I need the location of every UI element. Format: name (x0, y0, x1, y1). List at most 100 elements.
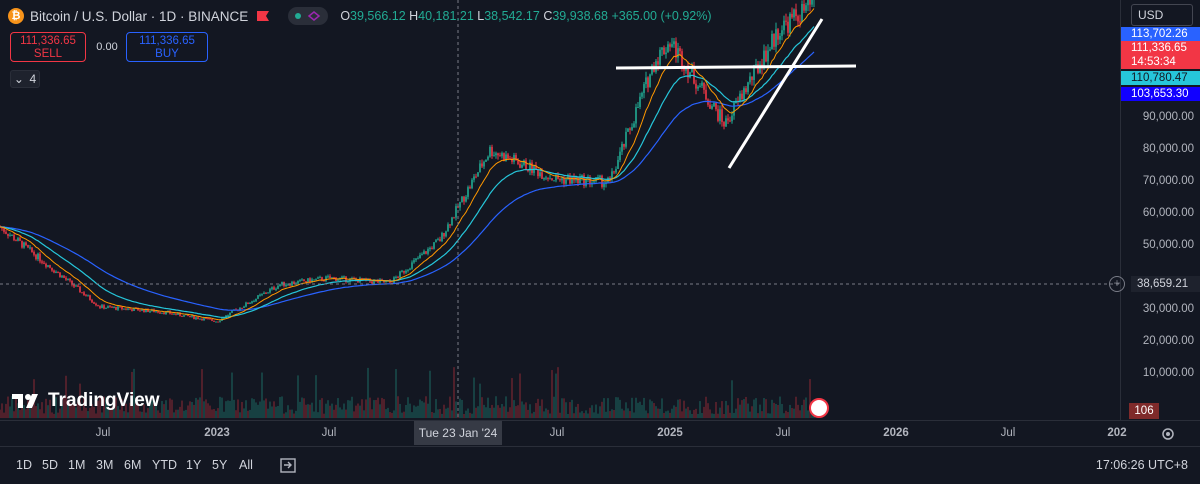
candle-body (679, 48, 681, 52)
volume-bar (591, 405, 593, 418)
volume-bar (363, 410, 365, 418)
candle-body (563, 178, 565, 184)
go-to-date-icon[interactable] (278, 455, 298, 475)
candle-body (419, 254, 421, 259)
volume-bar (163, 404, 165, 418)
gear-icon[interactable] (1160, 426, 1176, 442)
candle-body (289, 284, 291, 286)
volume-bar (267, 408, 269, 418)
volume-bar (319, 399, 321, 418)
candle-body (213, 320, 215, 322)
volume-bar (143, 404, 145, 418)
range-button-1y[interactable]: 1Y (186, 458, 202, 472)
volume-badge: 106 (1129, 403, 1159, 419)
symbol-title[interactable]: Bitcoin / U.S. Dollar · 1D · BINANCE (30, 8, 249, 24)
volume-bar (23, 405, 25, 418)
candle-body (47, 265, 49, 267)
chart-area[interactable]: ₿ Bitcoin / U.S. Dollar · 1D · BINANCE O… (0, 0, 1120, 420)
flag-icon[interactable] (256, 10, 270, 22)
range-button-5d[interactable]: 5D (42, 458, 58, 472)
volume-bar (597, 413, 599, 418)
candle-body (301, 279, 303, 281)
candle-body (657, 61, 659, 65)
volume-bar (593, 412, 595, 418)
candle-body (317, 277, 319, 279)
range-button-1m[interactable]: 1M (68, 458, 86, 472)
volume-bar (721, 401, 723, 418)
candle-body (145, 308, 147, 313)
candle-body (777, 29, 779, 40)
volume-bar (307, 404, 309, 418)
volume-bar (145, 412, 147, 418)
volume-bar (263, 400, 265, 418)
add-alert-icon[interactable]: + (1109, 276, 1125, 292)
sell-button[interactable]: 111,336.65 SELL (10, 32, 86, 62)
volume-bar (683, 400, 685, 418)
candle-body (195, 317, 197, 319)
volume-bar (525, 402, 527, 418)
volume-bar (687, 406, 689, 418)
time-scale[interactable]: Jul 2023 Jul Jul 2025 Jul 2026 Jul 202 (0, 420, 1200, 446)
candle-body (263, 292, 265, 294)
candle-body (785, 20, 787, 22)
candle-body (565, 179, 567, 184)
volume-bar (247, 410, 249, 418)
volume-bar (1, 403, 3, 418)
volume-bar (317, 412, 319, 418)
volume-bar (381, 397, 383, 418)
candle-body (543, 178, 545, 180)
volume-bar (181, 400, 183, 418)
visibility-toggle[interactable] (288, 7, 329, 25)
symbol-legend[interactable]: ₿ Bitcoin / U.S. Dollar · 1D · BINANCE O… (8, 6, 712, 26)
clock-timezone[interactable]: 17:06:26 UTC+8 (1095, 458, 1188, 472)
volume-bar (443, 404, 445, 418)
candle-body (333, 277, 335, 279)
volume-bar (609, 411, 611, 418)
volume-bar (279, 397, 281, 418)
volume-bar (473, 377, 475, 418)
price-scale[interactable]: 113,702.26 111,336.65 14:53:34 110,780.4… (1120, 0, 1200, 420)
volume-bar (653, 403, 655, 418)
range-button-6m[interactable]: 6M (124, 458, 142, 472)
candle-body (553, 180, 555, 182)
volume-bar (59, 408, 61, 418)
candle-body (69, 279, 71, 281)
tradingview-logo[interactable]: TradingView (12, 390, 160, 412)
range-button-ytd[interactable]: YTD (152, 458, 177, 472)
volume-bar (743, 399, 745, 418)
volume-bar (419, 399, 421, 418)
range-button-all[interactable]: All (239, 458, 253, 472)
volume-bar (347, 400, 349, 418)
volume-bar (805, 397, 807, 418)
currency-select[interactable]: USD (1131, 4, 1193, 26)
volume-bar (233, 399, 235, 418)
volume-bar (553, 396, 555, 418)
volume-bar (51, 412, 53, 418)
buy-button[interactable]: 111,336.65 BUY (126, 32, 208, 62)
indicators-toggle[interactable]: ⌄ 4 (10, 70, 40, 88)
range-button-1d[interactable]: 1D (16, 458, 32, 472)
candle-body (693, 66, 695, 84)
candle-body (123, 308, 125, 310)
volume-bar (789, 404, 791, 418)
candle-body (763, 50, 765, 69)
candle-body (809, 0, 811, 5)
price-chart[interactable] (0, 0, 1120, 420)
candle-body (455, 206, 457, 218)
volume-bar (711, 413, 713, 418)
economic-event-icon[interactable] (809, 398, 829, 418)
volume-bar (175, 409, 177, 418)
volume-bar (271, 406, 273, 418)
candle-body (63, 275, 65, 278)
tv-logo-icon (12, 394, 38, 408)
candle-body (87, 295, 89, 297)
candle-body (519, 164, 521, 168)
candle-body (725, 118, 727, 127)
volume-bar (691, 413, 693, 418)
volume-bar (395, 369, 397, 418)
volume-bar (71, 404, 73, 418)
range-button-5y[interactable]: 5Y (212, 458, 228, 472)
candle-body (493, 155, 495, 157)
volume-bar (779, 396, 781, 418)
range-button-3m[interactable]: 3M (96, 458, 114, 472)
